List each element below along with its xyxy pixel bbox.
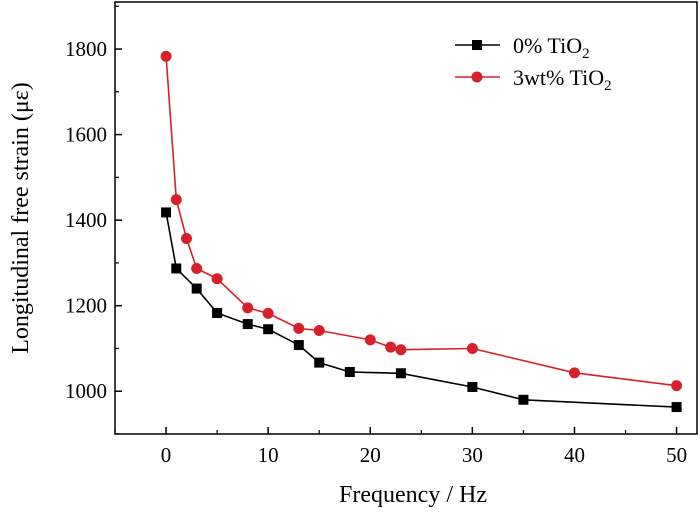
y-tick-label: 1000: [65, 379, 107, 403]
series-line-1: [165, 56, 677, 387]
legend-item-1: 3wt% TiO2: [455, 65, 612, 94]
x-tick-label: 10: [258, 443, 279, 467]
y-axis-title: Longitudinal free strain (με): [8, 82, 34, 354]
x-tick-label: 30: [462, 443, 483, 467]
series-0: [161, 207, 682, 413]
data-point: [191, 283, 202, 294]
data-point: [160, 50, 172, 62]
data-point: [466, 342, 478, 354]
data-point: [395, 368, 406, 379]
data-point: [395, 344, 407, 356]
y-axis-ticks: 1000 1200 1400 1600 1800: [65, 5, 122, 435]
y-tick-label: 1600: [65, 123, 107, 147]
data-point: [191, 262, 203, 274]
legend-item-0: 0% TiO2: [455, 33, 590, 62]
legend-label-1: 3wt% TiO2: [513, 65, 612, 94]
x-tick-label: 0: [161, 443, 172, 467]
data-point: [344, 366, 355, 377]
data-point: [242, 319, 253, 330]
x-axis-title: Frequency / Hz: [339, 482, 487, 508]
data-point: [242, 302, 254, 314]
data-point: [293, 340, 304, 351]
data-point: [467, 381, 478, 392]
legend-marker-0: [472, 40, 482, 50]
data-point: [671, 380, 683, 392]
x-tick-label: 40: [564, 443, 585, 467]
data-point: [170, 194, 182, 206]
data-point: [568, 367, 580, 379]
y-tick-label: 1800: [65, 37, 107, 61]
legend-label-0: 0% TiO2: [513, 33, 590, 62]
data-point: [263, 324, 274, 335]
data-point: [293, 322, 305, 334]
x-tick-label: 20: [360, 443, 381, 467]
data-point: [212, 307, 223, 318]
series-1: [160, 50, 683, 392]
data-point: [211, 273, 223, 285]
data-point: [364, 334, 376, 346]
data-point: [314, 357, 325, 368]
y-tick-label: 1200: [65, 294, 107, 318]
y-tick-label: 1400: [65, 208, 107, 232]
x-tick-label: 50: [666, 443, 687, 467]
data-point: [671, 402, 682, 413]
data-point: [262, 307, 274, 319]
legend-marker-1: [471, 71, 483, 83]
data-point: [385, 341, 397, 353]
series-layer: [160, 50, 683, 413]
data-point: [161, 207, 172, 218]
data-point: [313, 324, 325, 336]
data-point: [518, 394, 529, 405]
data-point: [180, 233, 192, 245]
legend: 0% TiO2 3wt% TiO2: [455, 33, 612, 94]
x-axis-ticks: 0 10 20 30 40 50: [114, 427, 687, 467]
plot-frame: [114, 1, 698, 435]
data-point: [171, 263, 182, 274]
